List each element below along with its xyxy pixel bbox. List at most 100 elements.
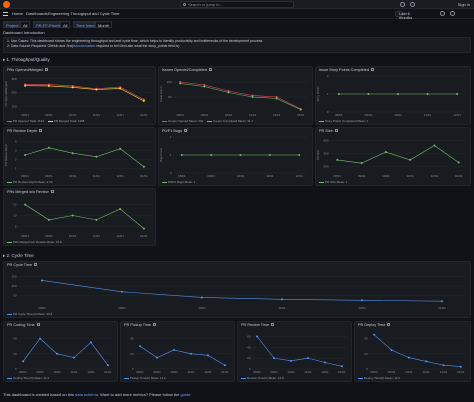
data-point (227, 91, 230, 94)
data-point (227, 90, 230, 92)
data-point (456, 93, 459, 95)
x-tick-label: 08/01 (335, 113, 343, 117)
chart-legend[interactable]: Story Points Completed Mean: 1 (319, 119, 372, 123)
data-point (268, 154, 271, 156)
chart-legend[interactable]: Review Time(h) Mean: 14.0 (241, 376, 288, 380)
data-schema-link[interactable]: data schema (75, 392, 98, 397)
legend-swatch (124, 377, 129, 379)
external-link-icon[interactable] (44, 68, 48, 71)
chart-legend[interactable]: Issues Opened Mean: 443 Issues Completed … (162, 119, 257, 123)
x-tick-label: 08/01 (21, 234, 29, 238)
x-tick-label: 08/01 (370, 370, 378, 374)
variable-select-priority[interactable]: All (60, 21, 71, 28)
zoom-out-icon[interactable] (440, 11, 445, 16)
y-tick-label: 100 (11, 104, 16, 108)
external-link-icon[interactable] (50, 190, 54, 193)
panel-title[interactable]: PR Pickup Time (124, 323, 157, 327)
external-link-icon[interactable] (208, 68, 212, 71)
y-tick-label: 40 (247, 345, 251, 349)
news-icon[interactable] (410, 2, 415, 7)
panel-title[interactable]: Issue Story Points Completed (319, 68, 375, 72)
panel-title[interactable]: PR Cycle Time (7, 263, 38, 267)
time-range-picker[interactable]: Last 6 months (395, 11, 412, 20)
grafana-logo-icon[interactable] (3, 1, 10, 8)
data-point (119, 147, 122, 150)
chart-legend[interactable]: PRs Merged w/o Review Mean: 10.8 (7, 240, 66, 244)
panel-title[interactable]: P0/P1 Bugs (162, 129, 188, 133)
panel-title[interactable]: PR Review Depth (7, 129, 42, 133)
y-tick-label: 20 (247, 356, 251, 360)
external-link-icon[interactable] (38, 129, 42, 132)
y-tick-label: 0 (327, 110, 329, 114)
chart-legend[interactable]: Coding Time(h) Mean: 11.9 (7, 376, 53, 380)
line-chart: 150 100 50 08/01 09/01 10/01 11/01 12/01 01/01 (11, 275, 466, 310)
external-link-icon[interactable] (371, 68, 375, 71)
y-tick-label: 1 (15, 167, 17, 171)
data-point (337, 93, 340, 95)
breadcrumb-dashboards[interactable]: Dashboards (26, 11, 48, 16)
variable-select-interval[interactable]: Month (95, 21, 113, 28)
external-link-icon[interactable] (153, 323, 157, 326)
x-tick-label: 09/01 (270, 370, 278, 374)
guide-link[interactable]: guide (180, 392, 191, 397)
line-chart: 40 20 008/01 09/01 10/01 11/01 12/01 01/01 (13, 337, 113, 374)
sign-in-link[interactable]: Sign in (457, 2, 470, 7)
x-tick-label: 09/01 (207, 174, 215, 178)
panel-title[interactable]: PRs Opened/Merged (7, 68, 48, 72)
chart-legend[interactable]: PR Size Mean: 1 (319, 180, 352, 184)
panel-title[interactable]: PR Review Time (241, 323, 275, 327)
y-tick-label: 200 (11, 91, 16, 95)
chart-legend[interactable]: PR Cycle Time(h) Mean: 39.6 (7, 312, 56, 316)
panel-title[interactable]: PR Deploy Time (358, 323, 391, 327)
row-cycle-time[interactable]: ▸ 2. Cycle Time (3, 253, 34, 258)
chart-legend[interactable]: PR Opened Total: 1194 PR Merged Total: 11… (7, 119, 88, 123)
panel-title[interactable]: PR Coding Time (7, 323, 40, 327)
external-link-icon[interactable] (271, 323, 275, 326)
breadcrumb-home[interactable]: Home (12, 11, 23, 16)
legend-swatch (162, 120, 167, 122)
search-placeholder: Search or jump to... (188, 2, 223, 7)
y-tick-label: 4 (15, 140, 17, 144)
help-icon[interactable] (400, 2, 405, 7)
external-link-icon[interactable] (387, 323, 391, 326)
panel-title-text: PRs Opened/Merged (7, 68, 43, 72)
x-tick-label: 10/01 (69, 113, 77, 117)
transformation-link[interactable]: transformation (72, 44, 96, 48)
top-bar: Search or jump to... Sign in (0, 0, 474, 9)
y-tick-label: 200 (323, 164, 328, 168)
variable-select-project[interactable]: All (20, 21, 31, 28)
chart-legend[interactable]: PR Review Depth Mean: 2.50 (7, 180, 57, 184)
data-point (106, 364, 109, 367)
x-tick-label: 01/01 (221, 370, 229, 374)
intro-title: Dashboard Introduction (3, 30, 45, 35)
external-link-icon[interactable] (36, 323, 40, 326)
data-point (223, 364, 226, 367)
panel-title-text: PR Coding Time (7, 323, 35, 327)
x-tick-label: 11/01 (93, 174, 101, 178)
external-link-icon[interactable] (334, 129, 338, 132)
external-link-icon[interactable] (34, 263, 38, 266)
chart-legend[interactable]: Pickup Time(h) Mean: 11.2 (124, 376, 170, 380)
y-tick-label: 300 (11, 77, 16, 81)
data-point (299, 108, 302, 111)
panel-title[interactable]: Issues Opened/Completed (162, 68, 212, 72)
row-throughput-quality[interactable]: ▸ 1. Throughput/Quality (3, 57, 50, 62)
legend-entry: Pickup Time(h) Mean: 11.2 (130, 376, 166, 380)
data-point (179, 81, 182, 83)
data-point (336, 158, 339, 161)
series-line (180, 83, 301, 110)
legend-swatch (7, 241, 12, 243)
panel-issues-opened-completed: Issues Opened/Completed 100 50 Issue Count 0… (158, 66, 313, 125)
data-point (457, 161, 460, 164)
search-input[interactable]: Search or jump to... (180, 1, 294, 8)
data-point (119, 86, 122, 89)
chart-legend[interactable]: Deploy Time(h) Mean: 11.5 (358, 376, 404, 380)
chart-legend[interactable]: P0/P1 Bugs Mean: 1 (162, 180, 200, 184)
y-tick-label: 400 (323, 151, 328, 155)
series-line (180, 81, 301, 110)
menu-icon[interactable] (3, 12, 8, 16)
panel-title[interactable]: PRs Merged w/o Review (7, 190, 54, 194)
panel-title[interactable]: PR Size (319, 129, 338, 133)
refresh-icon[interactable] (450, 11, 455, 16)
external-link-icon[interactable] (184, 129, 188, 132)
